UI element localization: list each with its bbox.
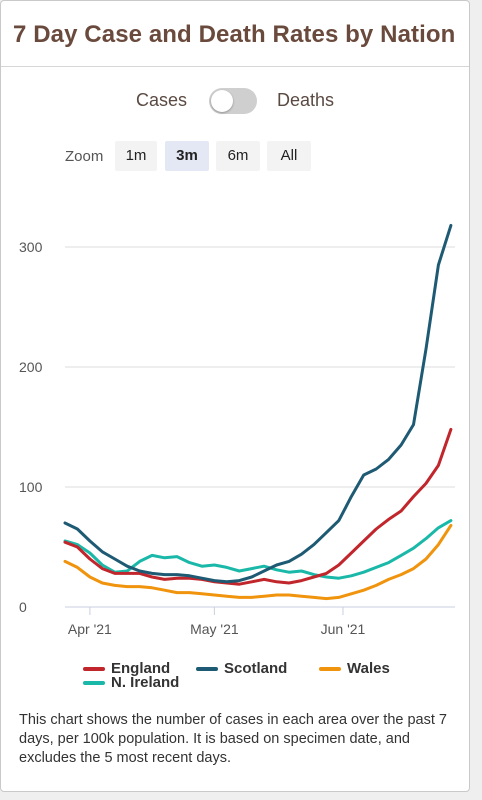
zoom-label: Zoom: [65, 148, 104, 165]
series-line-england: [63, 427, 453, 586]
zoom-3m-button[interactable]: 3m: [165, 141, 209, 171]
y-tick-label-300: 300: [19, 239, 43, 255]
cases-deaths-switch[interactable]: [209, 88, 257, 114]
y-tick-label-100: 100: [19, 479, 43, 495]
legend: England Scotland Wales N. Ireland: [83, 660, 463, 693]
series-line-wales: [63, 523, 453, 601]
x-tick-label-2: Jun '21: [321, 621, 366, 637]
legend-label-n-ireland: N. Ireland: [111, 674, 180, 691]
legend-swatch-wales: [319, 667, 341, 671]
zoom-1m-button[interactable]: 1m: [115, 141, 157, 171]
switch-knob: [211, 90, 233, 112]
zoom-all-button[interactable]: All: [267, 141, 311, 171]
legend-label-scotland: Scotland: [224, 660, 288, 677]
line-chart: 0 100 200 300 Apr '21 May '21 Jun '21: [19, 223, 455, 637]
title-divider: [1, 66, 469, 67]
chart-card: 7 Day Case and Death Rates by Nation Cas…: [0, 0, 470, 792]
zoom-6m-button[interactable]: 6m: [216, 141, 260, 171]
chart-title: 7 Day Case and Death Rates by Nation: [13, 21, 456, 48]
cases-deaths-toggle-row: Cases Deaths: [1, 87, 471, 115]
series-line-n-ireland: [63, 519, 453, 580]
deaths-label: Deaths: [277, 90, 335, 110]
x-tick-label-1: May '21: [190, 621, 239, 637]
legend-label-england: England: [111, 660, 171, 677]
y-tick-label-200: 200: [19, 359, 43, 375]
y-tick-label-0: 0: [19, 599, 27, 615]
cases-label: Cases: [136, 90, 188, 110]
legend-swatch-n-ireland: [83, 681, 105, 685]
chart-description: This chart shows the number of cases in …: [19, 712, 447, 766]
x-tick-label-0: Apr '21: [68, 621, 112, 637]
legend-swatch-scotland: [196, 667, 218, 671]
series-line-scotland: [63, 223, 453, 584]
legend-swatch-england: [83, 667, 105, 671]
legend-label-wales: Wales: [347, 660, 390, 677]
